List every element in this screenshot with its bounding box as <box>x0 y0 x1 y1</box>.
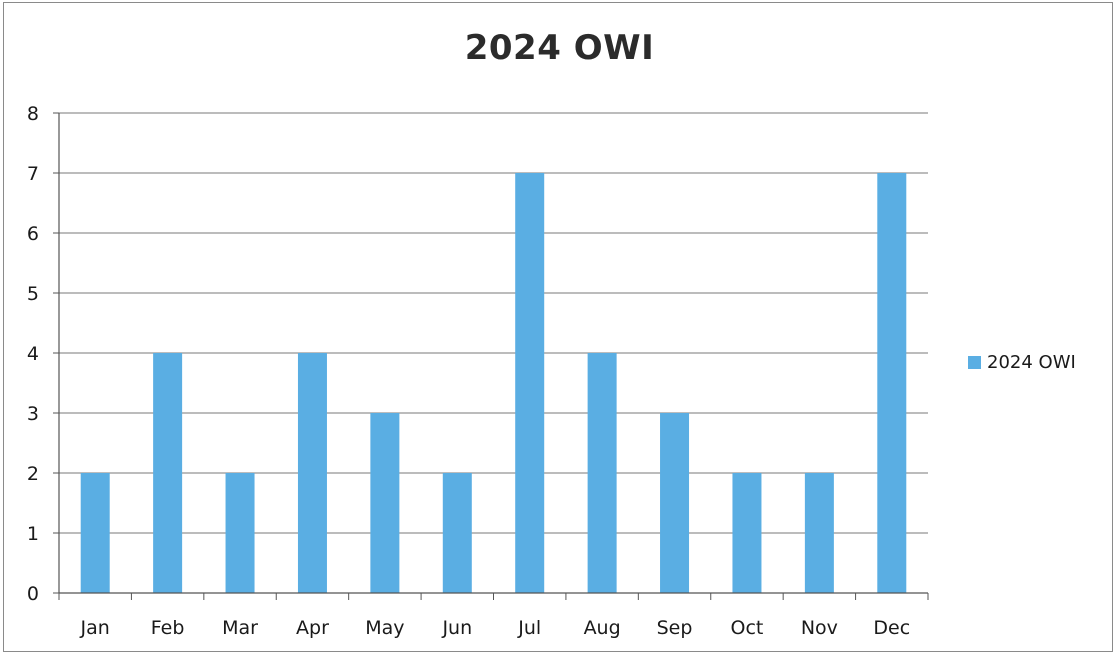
x-tick-label: Jan <box>80 617 110 639</box>
x-tick-label: Oct <box>731 617 764 639</box>
axes <box>53 112 929 600</box>
y-tick-label: 8 <box>27 103 39 125</box>
gridlines <box>59 112 928 534</box>
y-tick-label: 2 <box>27 463 39 485</box>
x-tick-label: Dec <box>873 617 910 639</box>
y-tick-label: 1 <box>27 523 39 545</box>
x-tick-label: Apr <box>296 617 329 639</box>
x-tick-label: Feb <box>151 617 185 639</box>
x-tick-label: Aug <box>584 617 621 639</box>
x-tick-label: Jul <box>517 617 541 639</box>
x-tick-label: May <box>365 617 404 639</box>
bar-jan <box>80 473 110 593</box>
x-tick-label: Sep <box>657 617 693 639</box>
chart-title: 2024 OWI <box>464 28 655 68</box>
y-tick-label: 5 <box>27 283 39 305</box>
chart-frame <box>3 2 1113 652</box>
bar-jul <box>515 173 545 593</box>
y-tick-label: 6 <box>27 223 39 245</box>
bar-apr <box>297 353 327 593</box>
y-tick-label: 0 <box>27 583 39 605</box>
x-tick-label: Jun <box>441 617 472 639</box>
bar-mar <box>225 473 255 593</box>
bar-oct <box>732 473 762 593</box>
y-tick-label: 4 <box>27 343 39 365</box>
bar-may <box>370 413 400 593</box>
bar-aug <box>587 353 617 593</box>
bar-nov <box>804 473 834 593</box>
bar-dec <box>877 173 907 593</box>
y-tick-labels: 0 1 2 3 4 5 6 7 8 <box>27 103 39 605</box>
legend-swatch <box>968 356 981 369</box>
bars <box>80 173 907 593</box>
x-tick-labels: Jan Feb Mar Apr May Jun Jul Aug Sep Oct Nov Dec <box>80 617 911 639</box>
bar-jun <box>442 473 472 593</box>
x-tick-label: Nov <box>801 617 838 639</box>
y-tick-label: 7 <box>27 163 39 185</box>
bar-feb <box>153 353 183 593</box>
legend-label: 2024 OWI <box>987 352 1076 373</box>
y-tick-label: 3 <box>27 403 39 425</box>
bar-sep <box>660 413 690 593</box>
x-tick-label: Mar <box>222 617 258 639</box>
legend: 2024 OWI <box>968 352 1076 373</box>
